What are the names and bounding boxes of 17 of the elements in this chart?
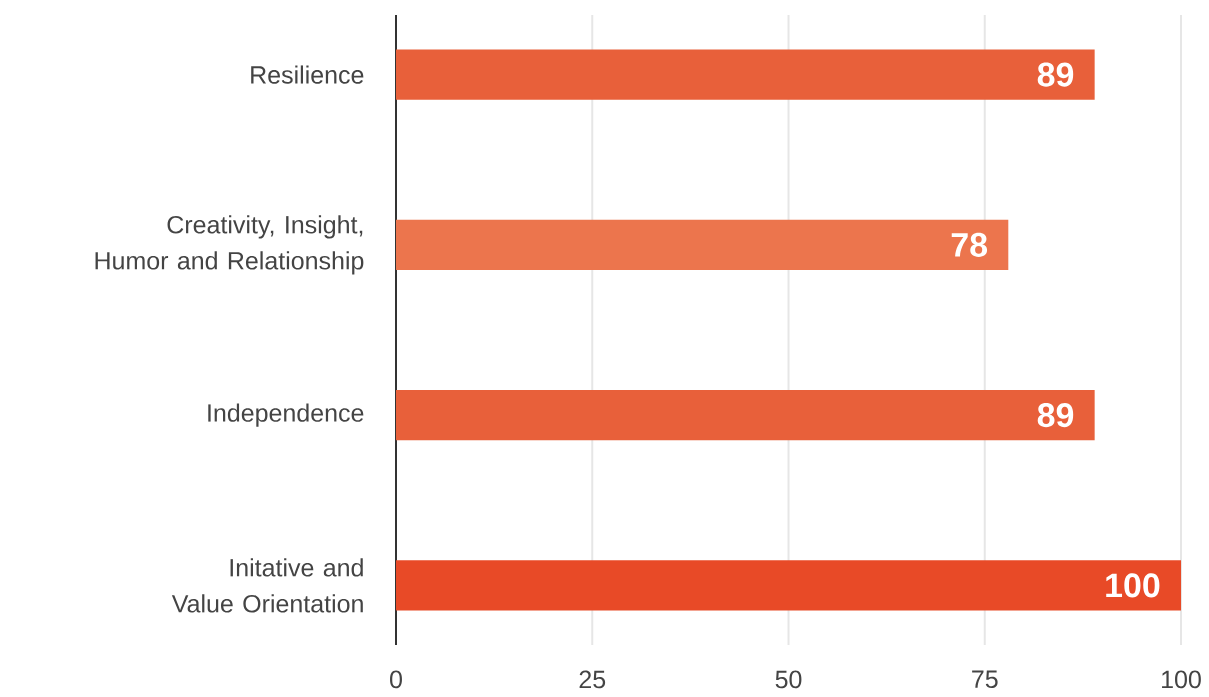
y-tick-label: Initative and Value Orientation [171, 558, 363, 613]
bar [396, 390, 1095, 441]
x-tick-label: 50 [775, 670, 802, 689]
data-label: 100 [1106, 573, 1160, 598]
y-tick-label: Independence [208, 403, 364, 427]
data-label: 89 [1037, 62, 1074, 87]
x-tick-label: 25 [579, 670, 606, 689]
x-tick-label: 0 [390, 670, 402, 689]
x-tick-label: 75 [972, 670, 998, 688]
data-label: 89 [1037, 403, 1074, 428]
y-tick-label: Resilience [251, 65, 364, 84]
bar [396, 49, 1095, 100]
bar [396, 219, 1009, 270]
bar [396, 560, 1182, 611]
y-tick-label: Creativity, Insight, Humor and Relationship [95, 215, 364, 275]
data-label: 78 [951, 232, 988, 257]
x-tick-label: 100 [1162, 670, 1201, 689]
